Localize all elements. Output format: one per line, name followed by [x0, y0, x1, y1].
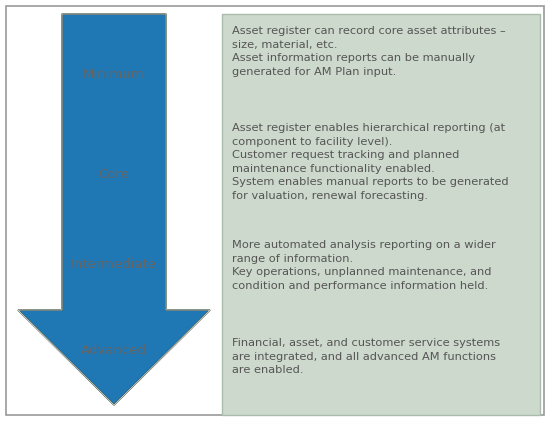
Text: Intermediate: Intermediate [71, 258, 157, 272]
Text: Core: Core [98, 168, 129, 181]
Text: Advanced: Advanced [81, 344, 147, 357]
Bar [222, 14, 540, 415]
Text: More automated analysis reporting on a wider
range of information.
Key operation: More automated analysis reporting on a w… [232, 240, 496, 291]
Text: Financial, asset, and customer service systems
are integrated, and all advanced : Financial, asset, and customer service s… [232, 338, 500, 375]
Text: Minimum: Minimum [83, 69, 145, 82]
Text: Asset register enables hierarchical reporting (at
component to facility level).
: Asset register enables hierarchical repo… [232, 123, 509, 201]
Text: Asset register can record core asset attributes –
size, material, etc.
Asset inf: Asset register can record core asset att… [232, 26, 506, 77]
PathPatch shape [18, 14, 210, 405]
